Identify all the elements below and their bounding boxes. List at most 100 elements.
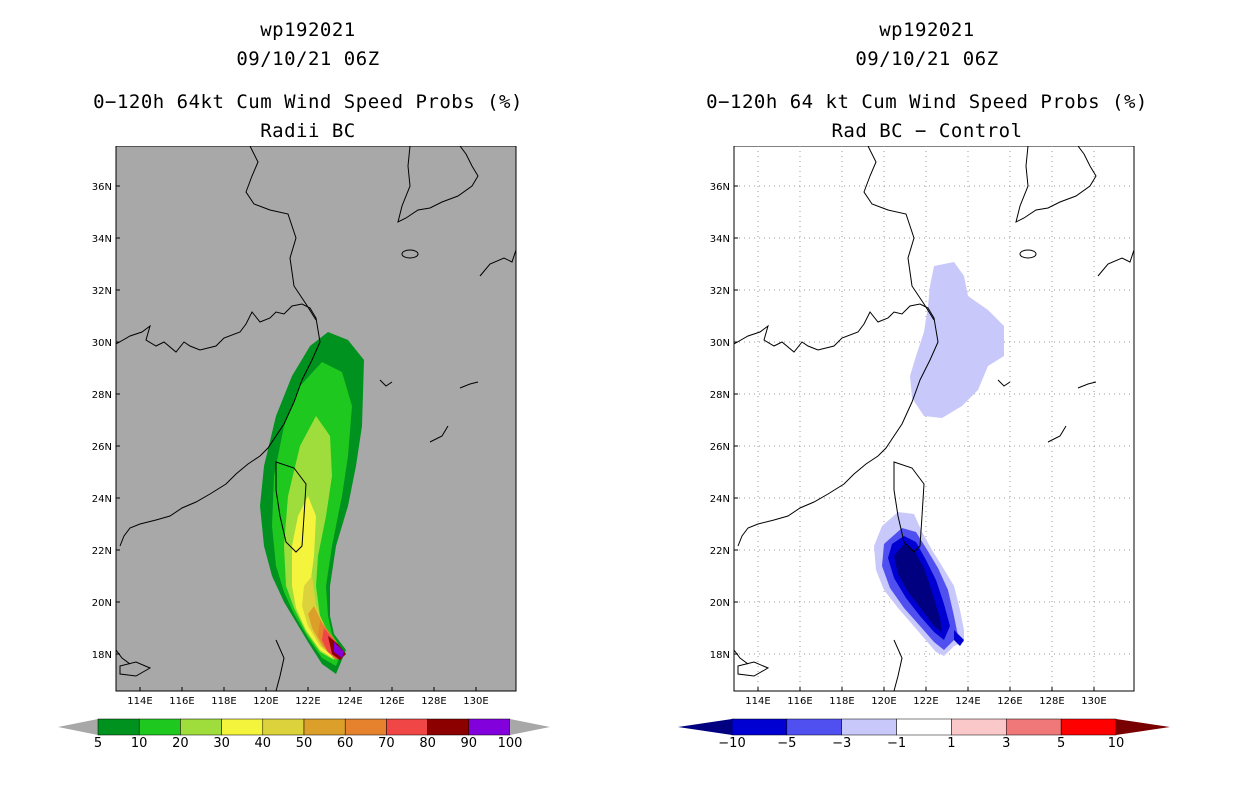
- left-map: 114E 116E 118E 120E 122E 124E 126E 128E …: [92, 146, 517, 706]
- right-lon-tick: 124E: [955, 696, 980, 706]
- right-subtitle: Rad BC − Control: [831, 120, 1023, 142]
- colorbar-label: 3: [1002, 736, 1011, 751]
- left-lat-tick: 18N: [92, 650, 112, 661]
- colorbar-label: 60: [336, 736, 354, 751]
- right-title: 0−120h 64 kt Cum Wind Speed Probs (%): [706, 91, 1148, 113]
- left-datetime: 09/10/21 06Z: [236, 48, 380, 70]
- left-lat-ticks: 36N 34N 32N 30N 28N 26N 24N 22N 20N 18N: [92, 182, 120, 661]
- left-lon-tick: 128E: [421, 696, 446, 706]
- right-difference-field: [874, 262, 1004, 656]
- right-lon-tick: 116E: [787, 696, 812, 706]
- left-lon-tick: 130E: [463, 696, 488, 706]
- right-storm-id: wp192021: [879, 19, 975, 41]
- right-lat-tick: 24N: [710, 494, 730, 505]
- left-colorbar-low-arrow: [58, 719, 98, 735]
- colorbar-swatch: [1060, 718, 1117, 736]
- left-lat-tick: 26N: [92, 442, 112, 453]
- left-colorbar-high-arrow: [510, 719, 550, 735]
- colorbar-label: 1: [947, 736, 956, 751]
- left-lon-tick: 120E: [253, 696, 278, 706]
- colorbar-swatch: [786, 718, 842, 736]
- colorbar-label: 5: [1057, 736, 1066, 751]
- colorbar-label: 100: [497, 736, 523, 751]
- colorbar-label: 80: [419, 736, 436, 751]
- colorbar-swatch: [303, 718, 346, 736]
- left-colorbar-boxes: [97, 718, 511, 736]
- right-colorbar-high-arrow: [1116, 719, 1170, 735]
- right-colorbar-boxes: [731, 718, 1117, 736]
- right-colorbar-low-arrow: [678, 719, 732, 735]
- left-lat-tick: 22N: [92, 546, 112, 557]
- colorbar-swatch: [1006, 718, 1062, 736]
- colorbar-swatch: [468, 718, 511, 736]
- right-lon-ticks: 114E 116E 118E 120E 122E 124E 126E 128E …: [745, 687, 1107, 706]
- right-lat-tick: 18N: [710, 650, 730, 661]
- colorbar-label: 20: [172, 736, 189, 751]
- colorbar-swatch: [951, 718, 1007, 736]
- right-lat-tick: 36N: [710, 182, 730, 193]
- colorbar-swatch: [221, 718, 264, 736]
- right-colorbar: [678, 718, 1170, 736]
- colorbar-swatch: [427, 718, 470, 736]
- colorbar-label: 10: [1107, 736, 1125, 751]
- colorbar-label: 70: [378, 736, 395, 751]
- left-lon-tick: 116E: [169, 696, 194, 706]
- colorbar-swatch: [97, 718, 140, 736]
- left-lon-tick: 122E: [295, 696, 320, 706]
- left-title: 0−120h 64kt Cum Wind Speed Probs (%): [93, 91, 523, 113]
- right-lat-tick: 26N: [710, 442, 730, 453]
- right-lon-tick: 126E: [997, 696, 1022, 706]
- colorbar-swatch: [841, 718, 897, 736]
- right-lat-tick: 34N: [710, 234, 730, 245]
- right-datetime: 09/10/21 06Z: [855, 48, 999, 70]
- colorbar-label: −3: [832, 736, 852, 751]
- colorbar-swatch: [262, 718, 305, 736]
- left-lon-tick: 126E: [379, 696, 404, 706]
- colorbar-label: −10: [718, 736, 746, 751]
- colorbar-label: −1: [886, 736, 907, 751]
- left-lon-ticks: 114E 116E 118E 120E 122E 124E 126E 128E …: [127, 687, 489, 706]
- colorbar-label: −5: [777, 736, 797, 751]
- colorbar-label: 40: [254, 736, 272, 751]
- right-lon-tick: 122E: [913, 696, 938, 706]
- colorbar-label: 30: [213, 736, 230, 751]
- right-lat-tick: 20N: [710, 598, 730, 609]
- left-probability-swath: [260, 332, 364, 674]
- left-coastline: [115, 146, 517, 692]
- right-lat-tick: 30N: [710, 338, 730, 349]
- right-lon-tick: 118E: [829, 696, 854, 706]
- right-lat-ticks: 36N 34N 32N 30N 28N 26N 24N 22N 20N 18N: [710, 182, 738, 661]
- left-lat-tick: 24N: [92, 494, 112, 505]
- left-lat-tick: 20N: [92, 598, 112, 609]
- left-lon-tick: 114E: [127, 696, 152, 706]
- colorbar-swatch: [180, 718, 222, 736]
- left-lon-tick: 124E: [337, 696, 362, 706]
- colorbar-swatch: [138, 718, 181, 736]
- right-lon-tick: 114E: [745, 696, 770, 706]
- left-lat-tick: 32N: [92, 286, 112, 297]
- right-lat-tick: 22N: [710, 546, 730, 557]
- left-lat-tick: 30N: [92, 338, 112, 349]
- right-coastline: [733, 146, 1135, 692]
- right-lon-tick: 120E: [871, 696, 896, 706]
- colorbar-label: 10: [130, 736, 148, 751]
- left-storm-id: wp192021: [260, 19, 356, 41]
- left-colorbar: [58, 718, 550, 736]
- left-lat-tick: 34N: [92, 234, 112, 245]
- left-lat-tick: 36N: [92, 182, 112, 193]
- colorbar-label: 90: [460, 736, 478, 751]
- left-lon-tick: 118E: [211, 696, 236, 706]
- left-subtitle: Radii BC: [260, 120, 356, 142]
- right-lon-tick: 130E: [1081, 696, 1106, 706]
- colorbar-swatch: [386, 718, 428, 736]
- right-lon-tick: 128E: [1039, 696, 1064, 706]
- right-lat-tick: 32N: [710, 286, 730, 297]
- colorbar-label: 5: [93, 736, 103, 751]
- right-map: 114E 116E 118E 120E 122E 124E 126E 128E …: [710, 146, 1135, 706]
- colorbar-swatch: [731, 718, 788, 736]
- colorbar-label: 50: [295, 736, 313, 751]
- colorbar-swatch: [896, 718, 952, 736]
- left-lat-tick: 28N: [92, 390, 112, 401]
- right-lat-tick: 28N: [710, 390, 730, 401]
- colorbar-swatch: [344, 718, 387, 736]
